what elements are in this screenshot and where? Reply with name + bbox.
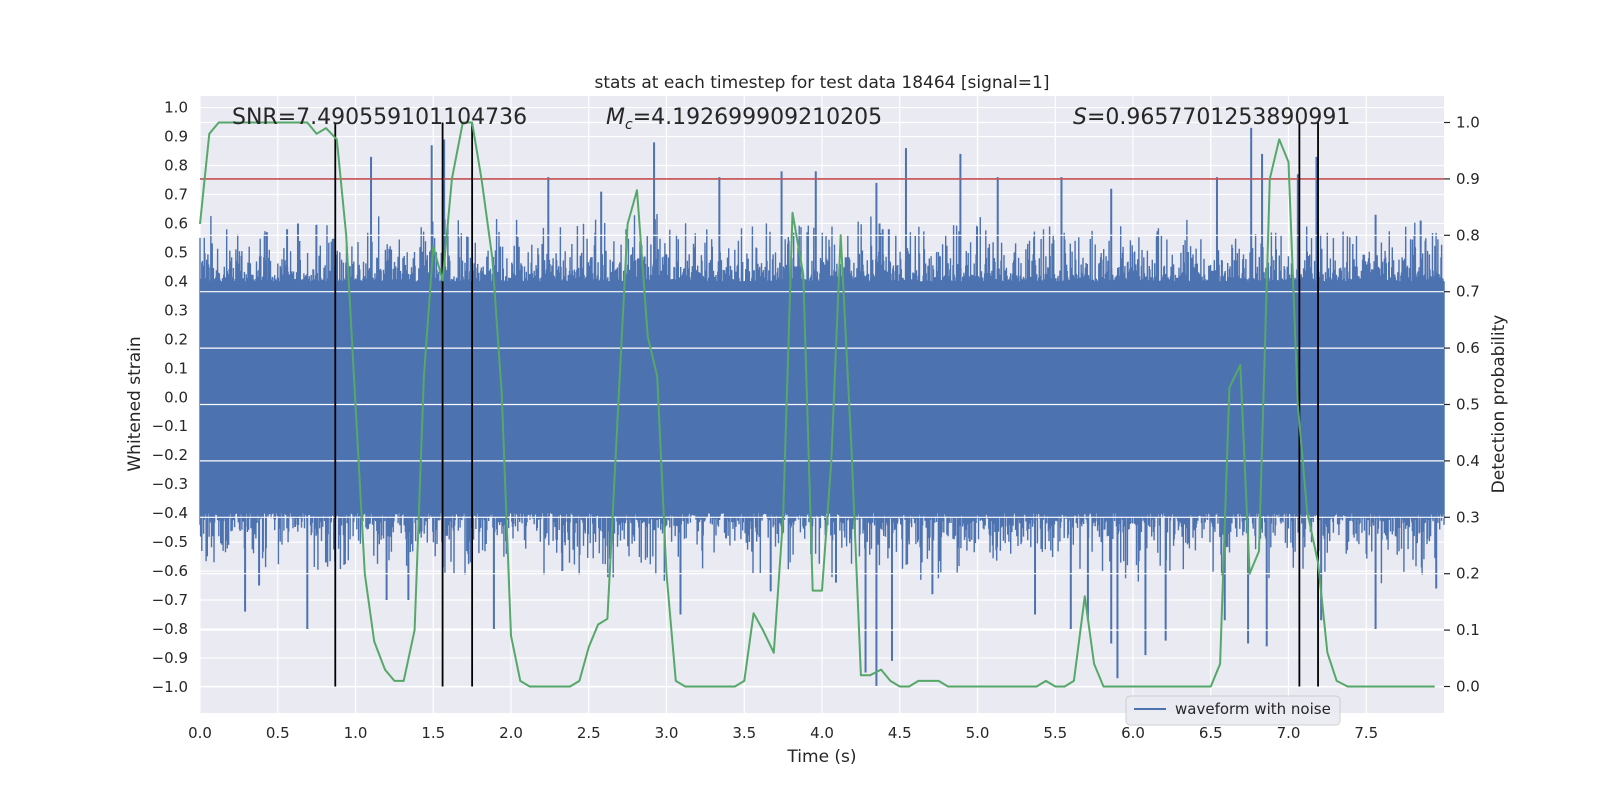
y2-tick-label: 0.9 xyxy=(1456,170,1480,188)
y-tick-label: −0.9 xyxy=(152,649,188,667)
y-tick-label: −0.2 xyxy=(152,446,188,464)
x-tick-label: 4.0 xyxy=(810,724,834,742)
x-tick-label: 1.5 xyxy=(421,724,445,742)
x-tick-label: 3.5 xyxy=(732,724,756,742)
y-tick-label: 0.1 xyxy=(164,359,188,377)
x-tick-label: 7.0 xyxy=(1277,724,1301,742)
y-tick-label: 0.8 xyxy=(164,157,188,175)
y2-tick-labels: 0.0 0.1 0.2 0.3 0.4 0.5 0.6 0.7 0.8 0.9 1.0 xyxy=(1444,114,1480,695)
y2-tick-label: 0.0 xyxy=(1456,677,1480,695)
y-tick-label: 0.9 xyxy=(164,128,188,146)
chirp-mass-subscript: c xyxy=(625,117,633,133)
x-tick-label: 7.5 xyxy=(1354,724,1378,742)
legend-box xyxy=(1125,695,1341,726)
waveform-band xyxy=(200,281,1444,514)
y-tick-label: −0.1 xyxy=(152,417,188,435)
x-tick-label: 1.0 xyxy=(344,724,368,742)
x-tick-label: 2.5 xyxy=(577,724,601,742)
legend: waveform with noise xyxy=(1125,695,1341,726)
y2-tick-label: 0.1 xyxy=(1456,621,1480,639)
y-tick-label: −0.5 xyxy=(152,533,188,551)
x-tick-labels: 0.0 0.5 1.0 1.5 2.0 2.5 3.0 3.5 4.0 4.5 5.0 5.5 6.0 6… xyxy=(188,724,1378,742)
legend-label-waveform: waveform with noise xyxy=(1175,700,1331,718)
y-tick-label: 0.6 xyxy=(164,214,188,232)
chirp-mass-symbol: M xyxy=(606,105,625,130)
y2-tick-label: 0.3 xyxy=(1456,508,1480,526)
waveform-series xyxy=(199,127,1445,687)
y2-tick-label: 0.8 xyxy=(1456,226,1480,244)
s-value: =0.9657701253890991 xyxy=(1087,105,1350,130)
s-annotation: S=0.9657701253890991 xyxy=(1073,105,1350,130)
y-tick-label: 0.0 xyxy=(164,388,188,406)
y-tick-label: −0.7 xyxy=(152,591,188,609)
y-tick-label: 0.2 xyxy=(164,330,188,348)
s-symbol: S xyxy=(1073,105,1087,130)
y2-tick-label: 0.4 xyxy=(1456,452,1480,470)
x-tick-label: 0.0 xyxy=(188,724,212,742)
snr-annotation: SNR=7.490559101104736 xyxy=(232,105,527,130)
y-tick-labels: 1.0 0.9 0.8 0.7 0.6 0.5 0.4 0.3 0.2 0.1 0.0 −0.1 −0.… xyxy=(152,99,188,696)
y-tick-label: −1.0 xyxy=(152,678,188,696)
y-tick-label: −0.3 xyxy=(152,475,188,493)
probability-line xyxy=(199,121,1435,688)
y2-tick-label: 0.2 xyxy=(1456,565,1480,583)
y2-tick-label: 0.5 xyxy=(1456,396,1480,414)
y-tick-label: −0.6 xyxy=(152,562,188,580)
y2-tick-label: 0.6 xyxy=(1456,339,1480,357)
probability-series xyxy=(199,121,1435,688)
x-tick-label: 6.0 xyxy=(1121,724,1145,742)
y-tick-label: −0.4 xyxy=(152,504,188,522)
x-tick-label: 5.5 xyxy=(1043,724,1067,742)
x-tick-label: 2.0 xyxy=(499,724,523,742)
y2-axis-label: Detection probability xyxy=(1489,315,1509,494)
y-tick-label: 0.5 xyxy=(164,243,188,261)
chirp-mass-value: =4.192699909210205 xyxy=(633,105,882,130)
y-tick-label: 0.7 xyxy=(164,185,188,203)
chirp-mass-annotation: Mc=4.192699909210205 xyxy=(606,105,882,133)
y2-tick-label: 1.0 xyxy=(1456,114,1480,132)
x-axis-label: Time (s) xyxy=(786,747,856,767)
x-tick-label: 6.5 xyxy=(1199,724,1223,742)
y-tick-label: 0.3 xyxy=(164,301,188,319)
x-tick-label: 3.0 xyxy=(655,724,679,742)
y-tick-label: 1.0 xyxy=(164,99,188,117)
y-axis-label: Whitened strain xyxy=(125,336,145,471)
chart-title: stats at each timestep for test data 184… xyxy=(595,73,1050,93)
y2-tick-label: 0.7 xyxy=(1456,283,1480,301)
x-tick-label: 5.0 xyxy=(966,724,990,742)
y-tick-label: 0.4 xyxy=(164,272,188,290)
y-tick-label: −0.8 xyxy=(152,620,188,638)
x-tick-label: 4.5 xyxy=(888,724,912,742)
x-tick-label: 0.5 xyxy=(266,724,290,742)
detection-vlines xyxy=(334,122,1319,687)
